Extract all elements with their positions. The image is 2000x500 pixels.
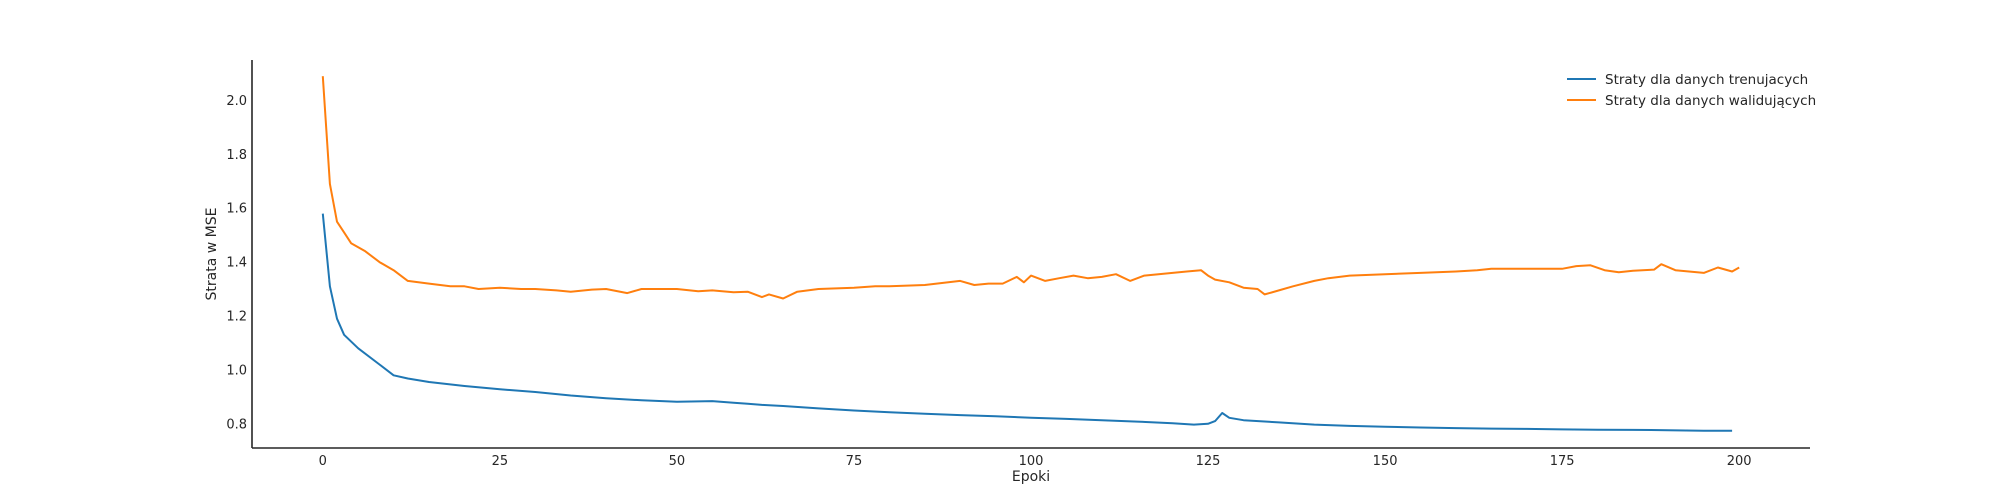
y-axis-title: Strata w MSE xyxy=(204,208,220,301)
y-tick-label: 1.8 xyxy=(226,148,247,163)
y-tick-label: 1.2 xyxy=(226,309,247,324)
x-tick-label: 100 xyxy=(1019,454,1044,469)
x-tick-label: 75 xyxy=(846,454,863,469)
series-line-1 xyxy=(321,213,1733,432)
y-tick-label: 1.0 xyxy=(226,363,247,378)
x-tick-label: 125 xyxy=(1196,454,1221,469)
x-tick-label: 175 xyxy=(1550,454,1575,469)
legend-label: Straty dla danych walidujących xyxy=(1605,93,1816,109)
series-line-2 xyxy=(321,76,1740,300)
x-tick-label: 25 xyxy=(492,454,509,469)
y-tick-label: 2.0 xyxy=(226,94,247,109)
y-ticks: 0.8 1.0 1.2 1.4 1.6 1.8 2.0 xyxy=(226,94,247,432)
x-tick-label: 150 xyxy=(1373,454,1398,469)
x-ticks: 0 25 50 75 100 125 150 175 200 xyxy=(319,454,1752,469)
x-tick-label: 0 xyxy=(319,454,327,469)
legend-label: Straty dla danych trenujacych xyxy=(1605,72,1808,88)
x-tick-label: 50 xyxy=(669,454,686,469)
y-tick-label: 1.4 xyxy=(226,256,247,271)
y-tick-label: 1.6 xyxy=(226,202,247,217)
axes xyxy=(251,60,1810,449)
x-axis-title: Epoki xyxy=(1012,469,1050,485)
legend: Straty dla danych trenujacych Straty dla … xyxy=(1567,72,1816,109)
y-tick-label: 0.8 xyxy=(226,417,247,432)
plot-lines xyxy=(321,76,1740,432)
x-tick-label: 200 xyxy=(1727,454,1752,469)
